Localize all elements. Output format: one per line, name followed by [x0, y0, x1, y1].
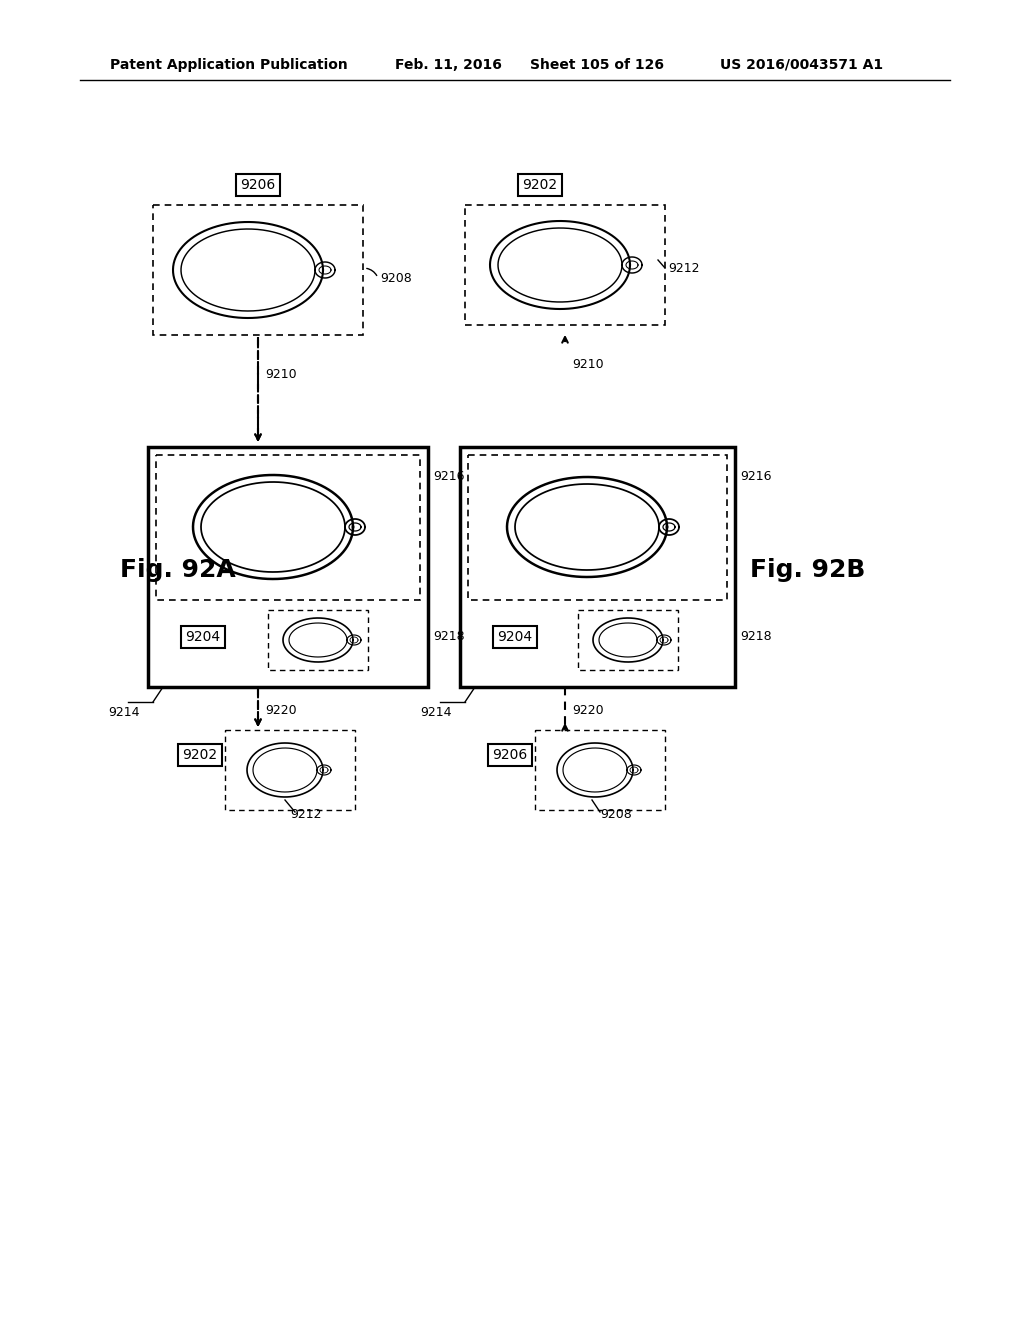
- Bar: [181, 626, 225, 648]
- Text: 9208: 9208: [600, 808, 632, 821]
- Bar: [488, 744, 532, 766]
- Bar: [518, 174, 562, 195]
- Bar: [460, 447, 735, 686]
- Text: 9212: 9212: [290, 808, 322, 821]
- Text: 9208: 9208: [380, 272, 412, 285]
- Text: Feb. 11, 2016: Feb. 11, 2016: [395, 58, 502, 73]
- Text: 9220: 9220: [265, 704, 297, 717]
- Text: 9220: 9220: [572, 704, 603, 717]
- Bar: [148, 447, 428, 686]
- Text: Fig. 92B: Fig. 92B: [750, 558, 865, 582]
- Bar: [178, 744, 222, 766]
- Bar: [225, 730, 355, 810]
- Bar: [578, 610, 678, 671]
- Bar: [535, 730, 665, 810]
- Text: 9202: 9202: [182, 748, 217, 762]
- Bar: [493, 626, 537, 648]
- Text: US 2016/0043571 A1: US 2016/0043571 A1: [720, 58, 883, 73]
- Text: 9216: 9216: [433, 470, 465, 483]
- Text: Sheet 105 of 126: Sheet 105 of 126: [530, 58, 664, 73]
- Text: 9214: 9214: [108, 705, 139, 718]
- Bar: [268, 610, 368, 671]
- Text: Fig. 92A: Fig. 92A: [120, 558, 236, 582]
- Text: 9218: 9218: [433, 631, 465, 644]
- Text: 9214: 9214: [420, 705, 452, 718]
- Text: 9218: 9218: [740, 631, 772, 644]
- Bar: [468, 455, 727, 601]
- Bar: [236, 174, 280, 195]
- Text: 9210: 9210: [572, 359, 603, 371]
- Text: 9202: 9202: [522, 178, 557, 191]
- Text: 9204: 9204: [498, 630, 532, 644]
- Text: 9206: 9206: [493, 748, 527, 762]
- Text: 9216: 9216: [740, 470, 771, 483]
- Text: 9212: 9212: [668, 261, 699, 275]
- Bar: [465, 205, 665, 325]
- Text: 9206: 9206: [241, 178, 275, 191]
- Text: Patent Application Publication: Patent Application Publication: [110, 58, 348, 73]
- Text: 9210: 9210: [265, 368, 297, 381]
- Text: 9204: 9204: [185, 630, 220, 644]
- Bar: [156, 455, 420, 601]
- Bar: [153, 205, 362, 335]
